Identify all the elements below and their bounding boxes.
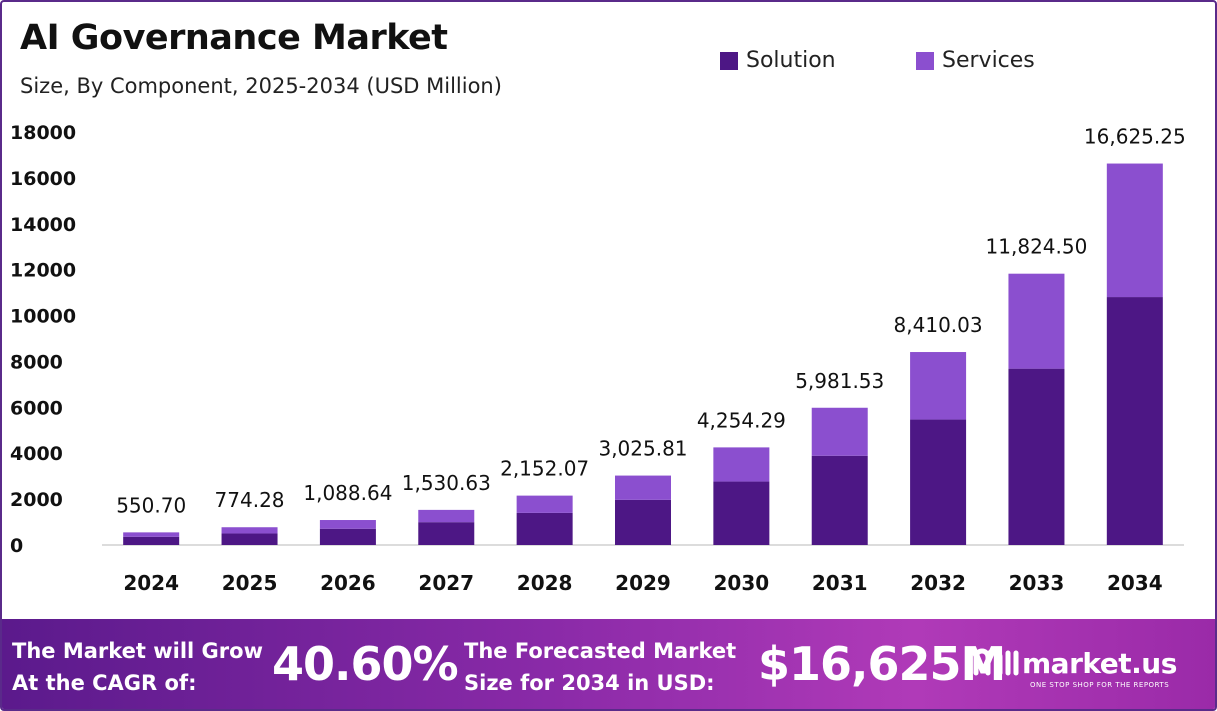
x-tick-label-2027: 2027 bbox=[418, 571, 474, 595]
x-tick-label-2033: 2033 bbox=[1009, 571, 1065, 595]
forecast-label: The Forecasted Market Size for 2034 in U… bbox=[464, 635, 736, 699]
bar-solution-2027 bbox=[418, 522, 475, 545]
bar-services-2029 bbox=[615, 475, 671, 500]
data-label-2025: 774.28 bbox=[215, 488, 285, 512]
y-tick-label-14000: 14000 bbox=[10, 214, 76, 236]
chart-title: AI Governance Market bbox=[20, 18, 448, 58]
bar-solution-2028 bbox=[516, 512, 573, 545]
y-tick-label-18000: 18000 bbox=[10, 122, 76, 144]
bar-services-2028 bbox=[516, 495, 573, 513]
data-label-2032: 8,410.03 bbox=[894, 313, 983, 337]
bar-services-2031 bbox=[811, 407, 868, 456]
x-tick-label-2025: 2025 bbox=[222, 571, 278, 595]
bar-services-2026 bbox=[319, 520, 376, 529]
data-label-2027: 1,530.63 bbox=[402, 471, 491, 495]
bar-services-2032 bbox=[910, 352, 967, 420]
data-label-2031: 5,981.53 bbox=[795, 369, 884, 393]
legend-item-solution: Solution bbox=[720, 48, 836, 73]
data-label-2026: 1,088.64 bbox=[303, 481, 392, 505]
bar-solution-2034 bbox=[1106, 297, 1163, 545]
x-tick-label-2029: 2029 bbox=[615, 571, 671, 595]
forecast-label-line2: Size for 2034 in USD: bbox=[464, 671, 715, 695]
bar-services-2033 bbox=[1008, 273, 1065, 369]
brand-tagline: ONE STOP SHOP FOR THE REPORTS bbox=[1030, 681, 1170, 689]
footer-banner: The Market will Grow At the CAGR of: 40.… bbox=[2, 619, 1215, 709]
cagr-label-line1: The Market will Grow bbox=[12, 639, 263, 663]
legend-label-solution: Solution bbox=[746, 48, 836, 73]
x-tick-label-2026: 2026 bbox=[320, 571, 376, 595]
bar-services-2024 bbox=[123, 532, 180, 537]
bar-chart: 0 2000 4000 6000 8000 10000 12000 14000 16000 180… bbox=[10, 122, 1186, 595]
x-tick-label-2030: 2030 bbox=[714, 571, 770, 595]
data-label-2029: 3,025.81 bbox=[598, 437, 687, 461]
brand-name: market.us bbox=[1022, 646, 1177, 680]
bar-services-2027 bbox=[418, 509, 475, 523]
bar-solution-2026 bbox=[319, 528, 376, 545]
bar-services-2025 bbox=[221, 527, 278, 534]
chart-subtitle: Size, By Component, 2025-2034 (USD Milli… bbox=[20, 74, 502, 98]
cagr-label: The Market will Grow At the CAGR of: bbox=[12, 635, 263, 699]
y-tick-label-8000: 8000 bbox=[10, 351, 63, 373]
legend-item-services: Services bbox=[916, 48, 1035, 73]
y-tick-label-12000: 12000 bbox=[10, 260, 76, 282]
cagr-label-line2: At the CAGR of: bbox=[12, 671, 197, 695]
legend-label-services: Services bbox=[942, 48, 1035, 73]
brand-logo: market.us ONE STOP SHOP FOR THE REPORTS bbox=[970, 643, 1177, 689]
data-label-2024: 550.70 bbox=[116, 493, 186, 517]
bar-solution-2031 bbox=[811, 455, 868, 545]
data-label-2034: 16,625.25 bbox=[1084, 125, 1186, 149]
y-tick-label-4000: 4000 bbox=[10, 443, 63, 465]
forecast-label-line1: The Forecasted Market bbox=[464, 639, 737, 663]
bar-solution-2030 bbox=[713, 481, 770, 545]
bar-solution-2024 bbox=[123, 536, 180, 545]
bar-services-2030 bbox=[713, 447, 770, 482]
x-tick-label-2032: 2032 bbox=[910, 571, 966, 595]
bar-solution-2033 bbox=[1008, 368, 1065, 545]
y-tick-label-16000: 16000 bbox=[10, 168, 76, 190]
bar-solution-2025 bbox=[221, 533, 278, 545]
cagr-value: 40.60% bbox=[272, 637, 459, 691]
bar-solution-2029 bbox=[615, 499, 671, 545]
legend-swatch-solution bbox=[720, 51, 738, 70]
y-tick-label-0: 0 bbox=[10, 535, 23, 557]
x-tick-label-2034: 2034 bbox=[1107, 571, 1163, 595]
bar-services-2034 bbox=[1106, 163, 1163, 298]
x-tick-label-2028: 2028 bbox=[517, 571, 573, 595]
data-label-2030: 4,254.29 bbox=[697, 408, 786, 432]
legend-swatch-services bbox=[916, 51, 934, 70]
x-tick-label-2024: 2024 bbox=[123, 571, 179, 595]
data-label-2028: 2,152.07 bbox=[500, 457, 589, 481]
bar-solution-2032 bbox=[910, 419, 967, 545]
y-tick-label-6000: 6000 bbox=[10, 397, 63, 419]
market-us-logo-icon bbox=[973, 648, 1019, 676]
x-tick-label-2031: 2031 bbox=[812, 571, 868, 595]
forecast-value: $16,625M bbox=[758, 637, 1006, 691]
data-label-2033: 11,824.50 bbox=[986, 235, 1088, 259]
y-tick-label-2000: 2000 bbox=[10, 489, 63, 511]
y-tick-label-10000: 10000 bbox=[10, 306, 76, 328]
